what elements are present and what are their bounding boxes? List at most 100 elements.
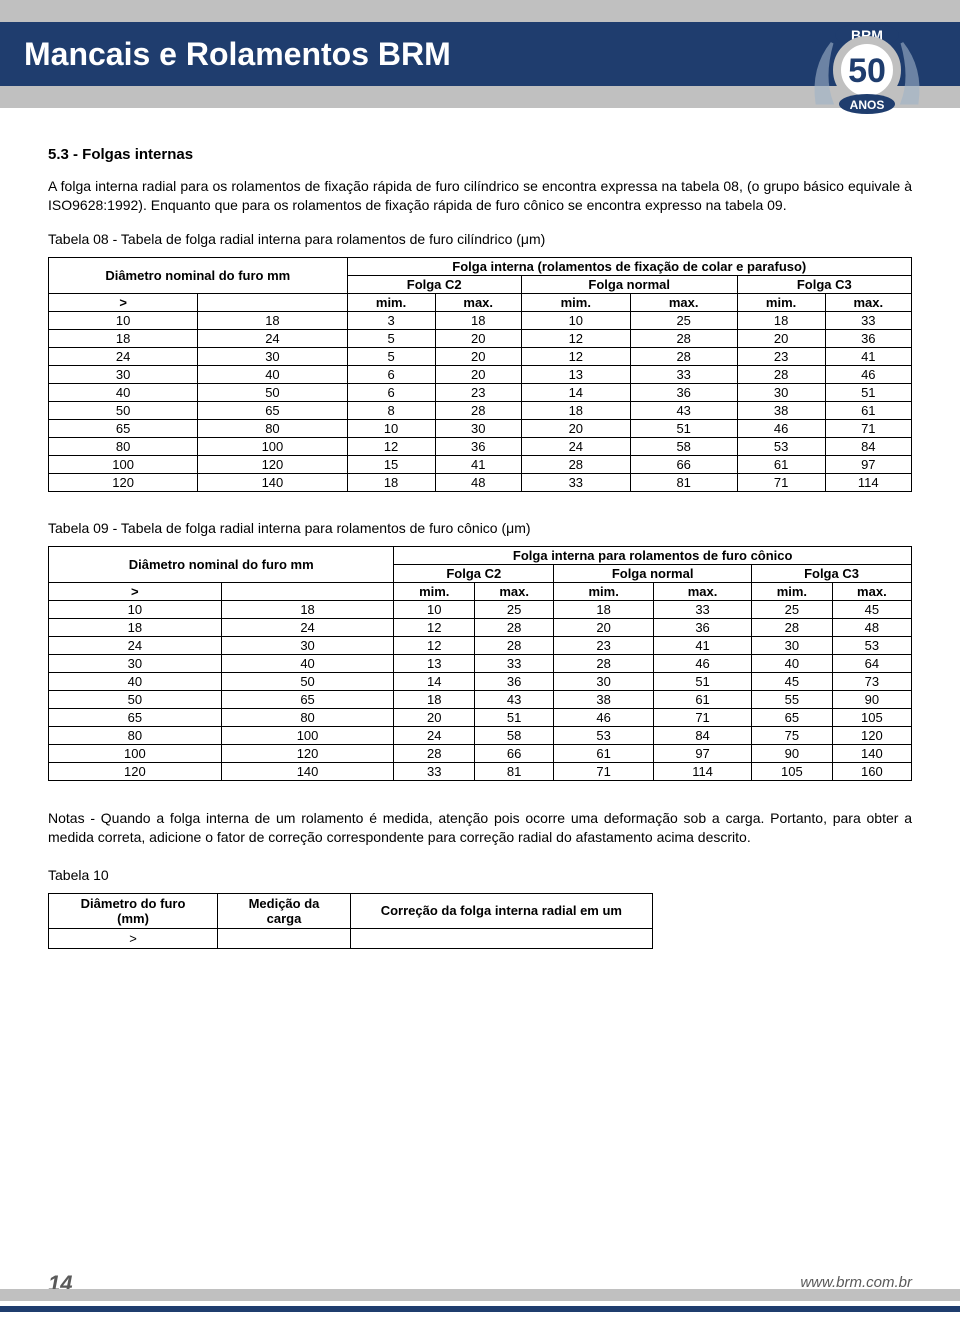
- table-cell: 24: [521, 437, 630, 455]
- table-cell: 20: [435, 347, 521, 365]
- subhdr-cell: max.: [825, 293, 911, 311]
- table-cell: 81: [475, 762, 554, 780]
- subhdr-cell: max.: [832, 582, 911, 600]
- table-cell: 53: [737, 437, 825, 455]
- table-row: 6580103020514671: [49, 419, 912, 437]
- subhdr-cell: >: [49, 582, 222, 600]
- logo-text-mid: 50: [848, 52, 886, 90]
- table-row: 2430122823413053: [49, 636, 912, 654]
- table-cell: 140: [198, 473, 347, 491]
- table-cell: 25: [752, 600, 833, 618]
- table-cell: 55: [752, 690, 833, 708]
- table-row: 65802051467165105: [49, 708, 912, 726]
- table-cell: 58: [475, 726, 554, 744]
- table-row: 801002458538475120: [49, 726, 912, 744]
- t9-grp-c3: Folga C3: [752, 564, 912, 582]
- subhdr-cell: [221, 582, 394, 600]
- brm-logo: BRM 50 ANOS: [802, 8, 932, 128]
- table08-caption: Tabela 08 - Tabela de folga radial inter…: [48, 231, 912, 247]
- table-cell: 30: [221, 636, 394, 654]
- table-cell: 18: [49, 618, 222, 636]
- t9-grp-normal: Folga normal: [554, 564, 752, 582]
- table-cell: 20: [435, 329, 521, 347]
- table-cell: 24: [49, 347, 198, 365]
- subhdr-cell: mim.: [752, 582, 833, 600]
- notes-paragraph: Notas - Quando a folga interna de um rol…: [48, 809, 912, 847]
- table-cell: 18: [554, 600, 654, 618]
- table-cell: 40: [752, 654, 833, 672]
- table-cell: 33: [654, 600, 752, 618]
- table-cell: 30: [49, 365, 198, 383]
- table-cell: 50: [49, 401, 198, 419]
- table-cell: 18: [49, 329, 198, 347]
- table-cell: 71: [737, 473, 825, 491]
- footer-blue-bar: [0, 1306, 960, 1312]
- table-cell: 51: [475, 708, 554, 726]
- table-cell: 38: [554, 690, 654, 708]
- subhdr-cell: max.: [630, 293, 737, 311]
- table-row: 120140338171114105160: [49, 762, 912, 780]
- table-cell: 33: [825, 311, 911, 329]
- table-cell: 120: [832, 726, 911, 744]
- table-cell: 15: [347, 455, 435, 473]
- table-cell: 51: [654, 672, 752, 690]
- subhdr-cell: max.: [654, 582, 752, 600]
- table-cell: 46: [737, 419, 825, 437]
- table-cell: 6: [347, 383, 435, 401]
- table-cell: 120: [49, 473, 198, 491]
- table-cell: 53: [832, 636, 911, 654]
- table-cell: 28: [554, 654, 654, 672]
- table-row: 3040133328464064: [49, 654, 912, 672]
- table-cell: 71: [554, 762, 654, 780]
- table-cell: 12: [347, 437, 435, 455]
- table-cell: 28: [752, 618, 833, 636]
- table-cell: 13: [394, 654, 475, 672]
- subhdr-cell: mim.: [554, 582, 654, 600]
- table-row: 101831810251833: [49, 311, 912, 329]
- table-cell: 80: [221, 708, 394, 726]
- table-cell: 41: [654, 636, 752, 654]
- page-title: Mancais e Rolamentos BRM: [24, 36, 451, 73]
- table-cell: 18: [521, 401, 630, 419]
- table-cell: 33: [475, 654, 554, 672]
- table-cell: 75: [752, 726, 833, 744]
- table-cell: 14: [521, 383, 630, 401]
- table-cell: 30: [435, 419, 521, 437]
- table-cell: 100: [49, 744, 222, 762]
- subhdr-cell: max.: [435, 293, 521, 311]
- table-cell: 24: [49, 636, 222, 654]
- table-cell: 38: [737, 401, 825, 419]
- table-cell: 23: [435, 383, 521, 401]
- t9-superhdr: Folga interna para rolamentos de furo cô…: [394, 546, 912, 564]
- table-cell: 61: [825, 401, 911, 419]
- table-row: 1824122820362848: [49, 618, 912, 636]
- table-row: 1018102518332545: [49, 600, 912, 618]
- table-cell: 28: [521, 455, 630, 473]
- table-cell: 33: [521, 473, 630, 491]
- table-cell: 36: [475, 672, 554, 690]
- table-cell: 80: [49, 437, 198, 455]
- table-cell: 30: [752, 636, 833, 654]
- table-cell: 114: [654, 762, 752, 780]
- table-cell: 46: [654, 654, 752, 672]
- table-cell: 45: [752, 672, 833, 690]
- table-cell: 24: [198, 329, 347, 347]
- table-cell: 71: [654, 708, 752, 726]
- table-cell: 97: [825, 455, 911, 473]
- table-row: 1001202866619790140: [49, 744, 912, 762]
- table-cell: 10: [49, 600, 222, 618]
- table-cell: 12: [394, 636, 475, 654]
- table-row: 506582818433861: [49, 401, 912, 419]
- table-cell: 50: [221, 672, 394, 690]
- table-cell: 36: [825, 329, 911, 347]
- table-cell: 61: [737, 455, 825, 473]
- table-cell: 65: [198, 401, 347, 419]
- table-row: 4050143630514573: [49, 672, 912, 690]
- table-cell: 120: [221, 744, 394, 762]
- table-cell: 51: [825, 383, 911, 401]
- table-cell: 43: [630, 401, 737, 419]
- t10-sub0: >: [49, 928, 218, 948]
- t10-sub1: [218, 928, 351, 948]
- table-cell: 25: [475, 600, 554, 618]
- table-cell: 36: [654, 618, 752, 636]
